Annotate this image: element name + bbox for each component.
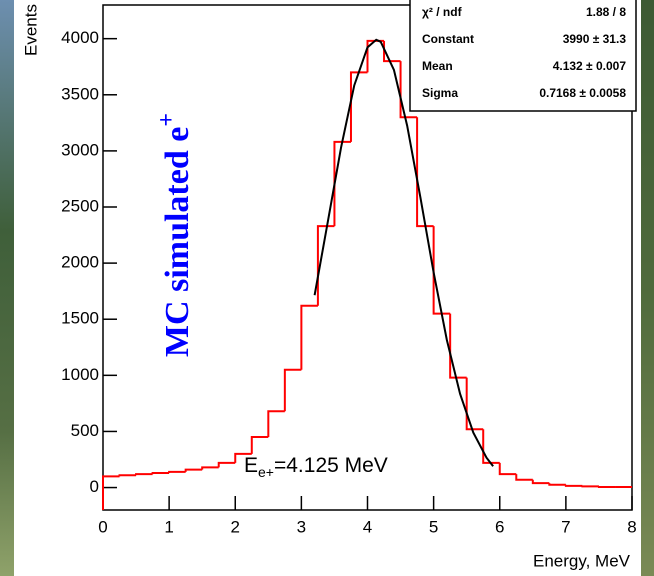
fit-curve: [313, 38, 494, 467]
annotation-sub: e+: [258, 464, 274, 480]
stats-frame: [409, 0, 637, 112]
stats-value: 4.132 ± 0.007: [553, 59, 627, 73]
y-tick-label: 0: [90, 477, 99, 496]
histogram-bin: [300, 304, 318, 370]
x-tick-label: 4: [363, 517, 372, 536]
histogram-bin: [548, 483, 566, 486]
histogram-bin: [564, 484, 583, 487]
histogram-bin: [498, 462, 517, 476]
x-tick-label: 3: [297, 517, 306, 536]
histogram-bin: [267, 410, 285, 438]
stats-value: 3990 ± 31.3: [563, 32, 627, 46]
histogram-bin: [349, 71, 368, 142]
title-text: MC simulated e: [159, 127, 196, 357]
histogram-bin: [399, 61, 418, 119]
stats-name: χ² / ndf: [422, 5, 463, 19]
stats-box: χ² / ndf 1.88 / 8 Constant 3990 ± 31.3 Mean 4…: [409, 0, 637, 112]
histogram-bin: [217, 461, 236, 468]
histogram-bin: [482, 429, 500, 464]
y-tick-label: 3000: [61, 140, 99, 159]
histogram-bin: [102, 475, 120, 510]
histogram-bin: [449, 313, 467, 379]
stats-value: 0.7168 ± 0.0058: [539, 86, 626, 100]
histogram-bin: [168, 470, 186, 473]
histogram-bin: [432, 226, 451, 315]
histogram-bin: [515, 474, 533, 481]
histogram-bin: [333, 140, 351, 227]
stats-value: 1.88 / 8: [586, 5, 626, 19]
x-tick-label: 6: [495, 517, 504, 536]
y-tick-label: 3500: [61, 84, 99, 103]
histogram-bin: [465, 377, 484, 431]
title-sup: +: [154, 113, 180, 127]
annotation-rest: =4.125 MeV: [274, 454, 388, 477]
histogram-bin: [184, 468, 203, 472]
y-tick-label: 1000: [61, 365, 99, 384]
histogram-bin: [250, 436, 269, 454]
background-photo: [0, 0, 14, 576]
y-tick-label: 4000: [61, 28, 99, 47]
histogram-bin: [581, 485, 599, 488]
x-tick-label: 1: [164, 517, 173, 536]
y-tick-label: 2000: [61, 253, 99, 272]
histogram-bin: [234, 452, 252, 463]
y-tick-label: 2500: [61, 196, 99, 215]
stats-name: Constant: [422, 32, 474, 46]
stats-name: Sigma: [422, 86, 458, 100]
chart-title: MC simulated e+: [154, 113, 196, 357]
y-tick-label: 500: [71, 421, 99, 440]
histogram-bin: [151, 471, 170, 475]
x-tick-label: 0: [98, 517, 107, 536]
histogram-bin: [201, 466, 219, 470]
x-tick-label: 5: [429, 517, 438, 536]
histogram-bin: [118, 474, 137, 477]
histogram-bin: [597, 485, 616, 488]
x-axis-label: Energy, MeV: [533, 551, 631, 570]
annotation-text: E: [244, 454, 258, 477]
histogram-bin: [283, 368, 302, 412]
x-tick-label: 7: [561, 517, 570, 536]
background-photo: [641, 0, 654, 576]
histogram-bin: [416, 117, 434, 228]
y-axis-label: Events: [21, 4, 40, 56]
x-tick-label: 2: [231, 517, 240, 536]
annotation: Ee+=4.125 MeV: [244, 454, 388, 480]
histogram-bin: [531, 479, 550, 485]
stats-name: Mean: [422, 59, 453, 73]
histogram-bin: [135, 473, 153, 476]
y-tick-label: 1500: [61, 309, 99, 328]
x-tick-label: 8: [627, 517, 636, 536]
